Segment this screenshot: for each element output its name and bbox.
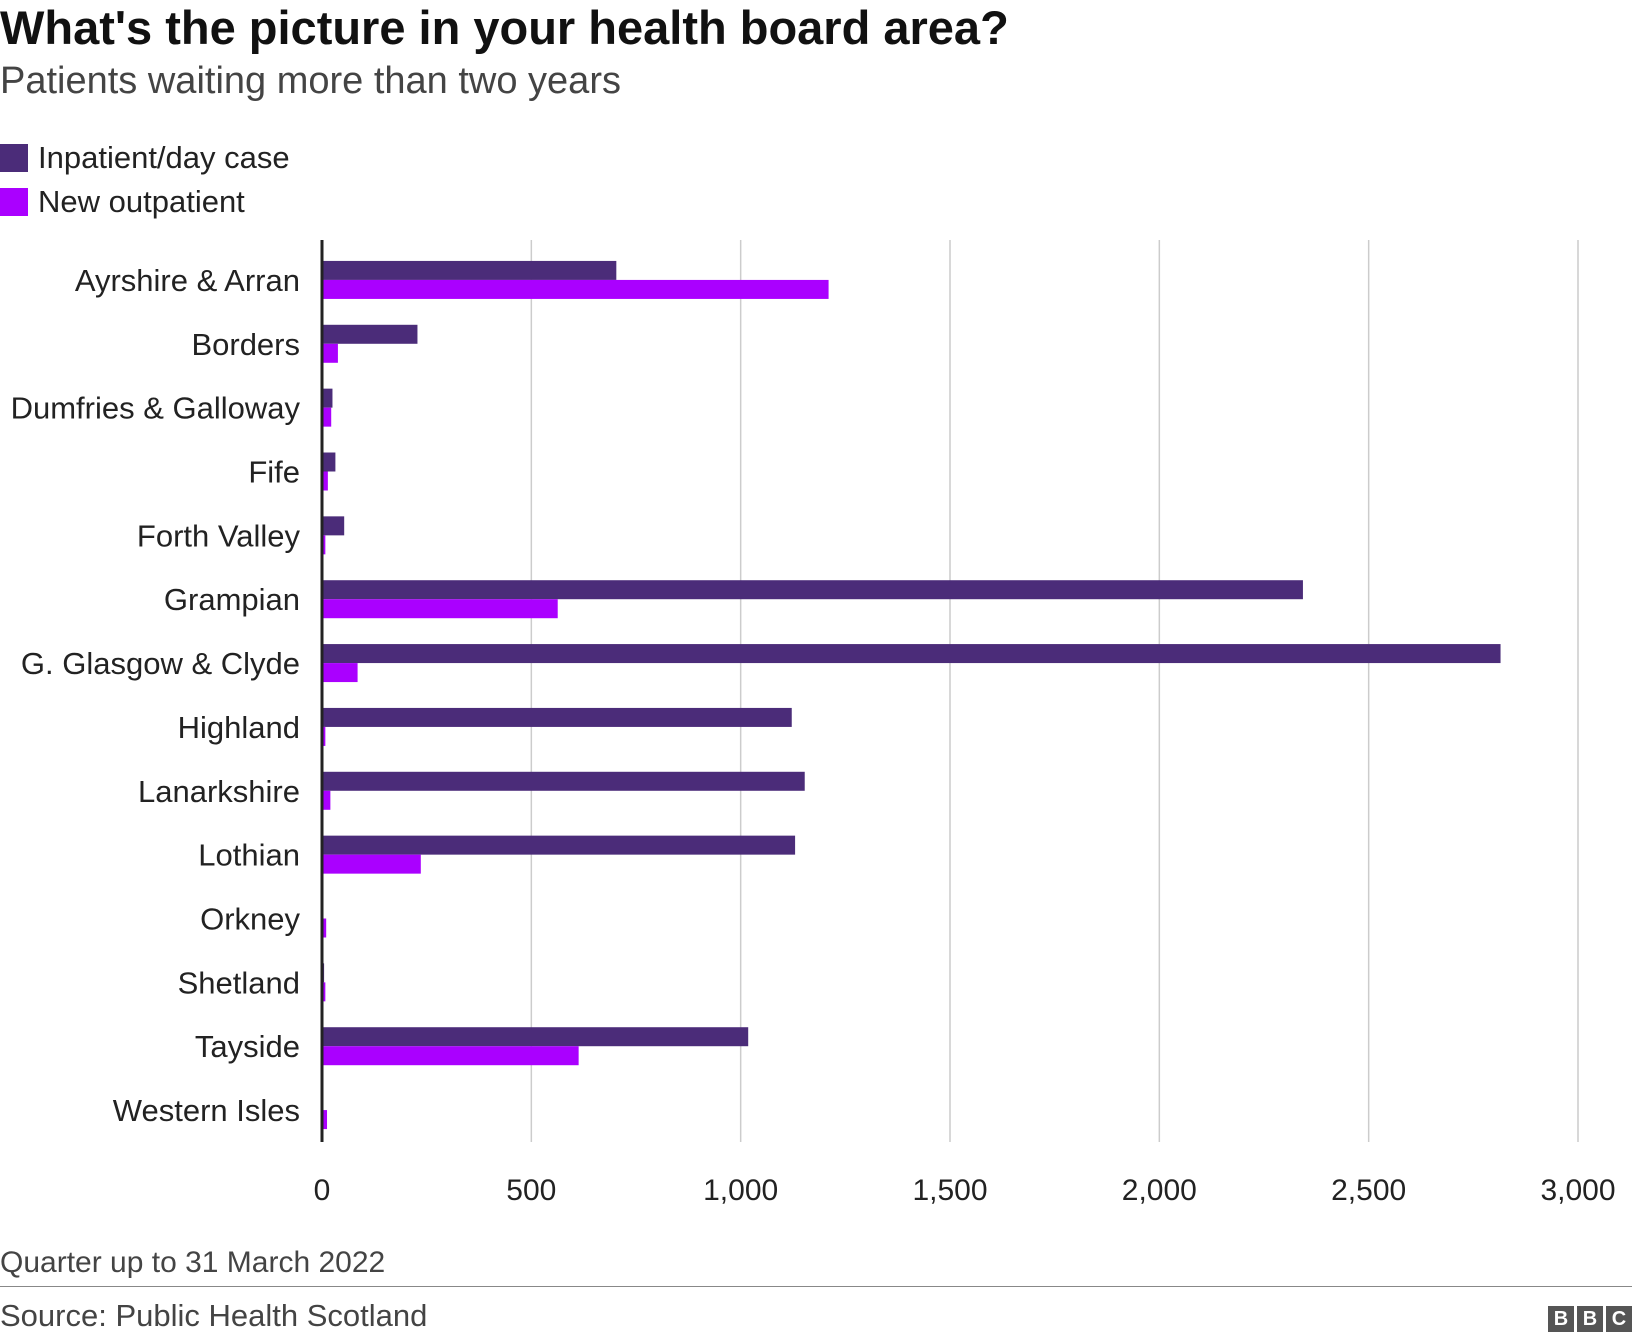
x-tick-label: 2,000 bbox=[1122, 1174, 1197, 1207]
legend-swatch-outpatient bbox=[0, 188, 28, 216]
bar-outpatient bbox=[322, 854, 421, 874]
x-tick-label: 1,500 bbox=[912, 1174, 987, 1207]
category-label: Fife bbox=[248, 455, 300, 490]
bar-outpatient bbox=[322, 279, 829, 299]
bar-inpatient bbox=[322, 644, 1501, 664]
bar-inpatient bbox=[322, 1027, 749, 1047]
legend-label-inpatient: Inpatient/day case bbox=[38, 140, 290, 175]
bar-inpatient bbox=[322, 516, 345, 536]
category-label: Forth Valley bbox=[137, 518, 301, 553]
category-label: Borders bbox=[191, 327, 300, 362]
bar-inpatient bbox=[322, 260, 617, 280]
category-label: Ayrshire & Arran bbox=[75, 263, 300, 298]
x-tick-label: 3,000 bbox=[1540, 1174, 1615, 1207]
category-label: G. Glasgow & Clyde bbox=[21, 646, 300, 681]
bar-outpatient bbox=[322, 918, 327, 938]
category-label: Lanarkshire bbox=[138, 774, 300, 809]
x-tick-label: 500 bbox=[506, 1174, 556, 1207]
category-label: Tayside bbox=[195, 1029, 300, 1064]
bar-outpatient bbox=[322, 407, 332, 427]
logo-letter-b1: B bbox=[1548, 1306, 1574, 1332]
category-label: Highland bbox=[178, 710, 300, 745]
bar-outpatient bbox=[322, 790, 331, 810]
bbc-logo: B B C bbox=[1548, 1306, 1632, 1332]
bar-outpatient bbox=[322, 1046, 579, 1066]
category-label: Grampian bbox=[164, 582, 300, 617]
source-note: Source: Public Health Scotland bbox=[0, 1298, 428, 1333]
bar-inpatient bbox=[322, 324, 418, 344]
legend-item-outpatient: New outpatient bbox=[0, 180, 290, 224]
chart-subtitle: Patients waiting more than two years bbox=[0, 60, 621, 102]
bar-outpatient bbox=[322, 471, 328, 491]
chart-title: What's the picture in your health board … bbox=[0, 1, 1009, 54]
legend-item-inpatient: Inpatient/day case bbox=[0, 136, 290, 180]
footer-divider bbox=[0, 1286, 1632, 1287]
bar-outpatient bbox=[322, 599, 558, 619]
category-label: Orkney bbox=[200, 902, 300, 937]
x-tick-label: 1,000 bbox=[703, 1174, 778, 1207]
bar-inpatient bbox=[322, 452, 336, 472]
category-label: Lothian bbox=[198, 838, 300, 873]
footnote: Quarter up to 31 March 2022 bbox=[0, 1246, 386, 1279]
bar-inpatient bbox=[322, 580, 1303, 600]
category-label: Dumfries & Galloway bbox=[11, 391, 301, 426]
logo-letter-c: C bbox=[1606, 1306, 1632, 1332]
category-label: Shetland bbox=[178, 965, 300, 1000]
bar-outpatient bbox=[322, 343, 338, 363]
legend-swatch-inpatient bbox=[0, 144, 28, 172]
bar-outpatient bbox=[322, 1110, 328, 1130]
x-tick-label: 0 bbox=[314, 1174, 331, 1207]
legend-label-outpatient: New outpatient bbox=[38, 184, 245, 219]
category-label: Western Isles bbox=[113, 1093, 300, 1128]
bar-outpatient bbox=[322, 982, 326, 1002]
bar-outpatient bbox=[322, 535, 326, 555]
bar-outpatient bbox=[322, 663, 358, 683]
bar-inpatient bbox=[322, 771, 805, 791]
bar-inpatient bbox=[322, 707, 792, 727]
bar-inpatient bbox=[322, 388, 333, 408]
bar-inpatient bbox=[322, 835, 796, 855]
x-tick-label: 2,500 bbox=[1331, 1174, 1406, 1207]
bar-outpatient bbox=[322, 726, 326, 746]
bar-chart: 0 500 1,000 1,500 2,000 2,500 3,000 Ayrshire & … bbox=[11, 240, 1616, 1207]
legend: Inpatient/day case New outpatient bbox=[0, 136, 290, 224]
logo-letter-b2: B bbox=[1577, 1306, 1603, 1332]
